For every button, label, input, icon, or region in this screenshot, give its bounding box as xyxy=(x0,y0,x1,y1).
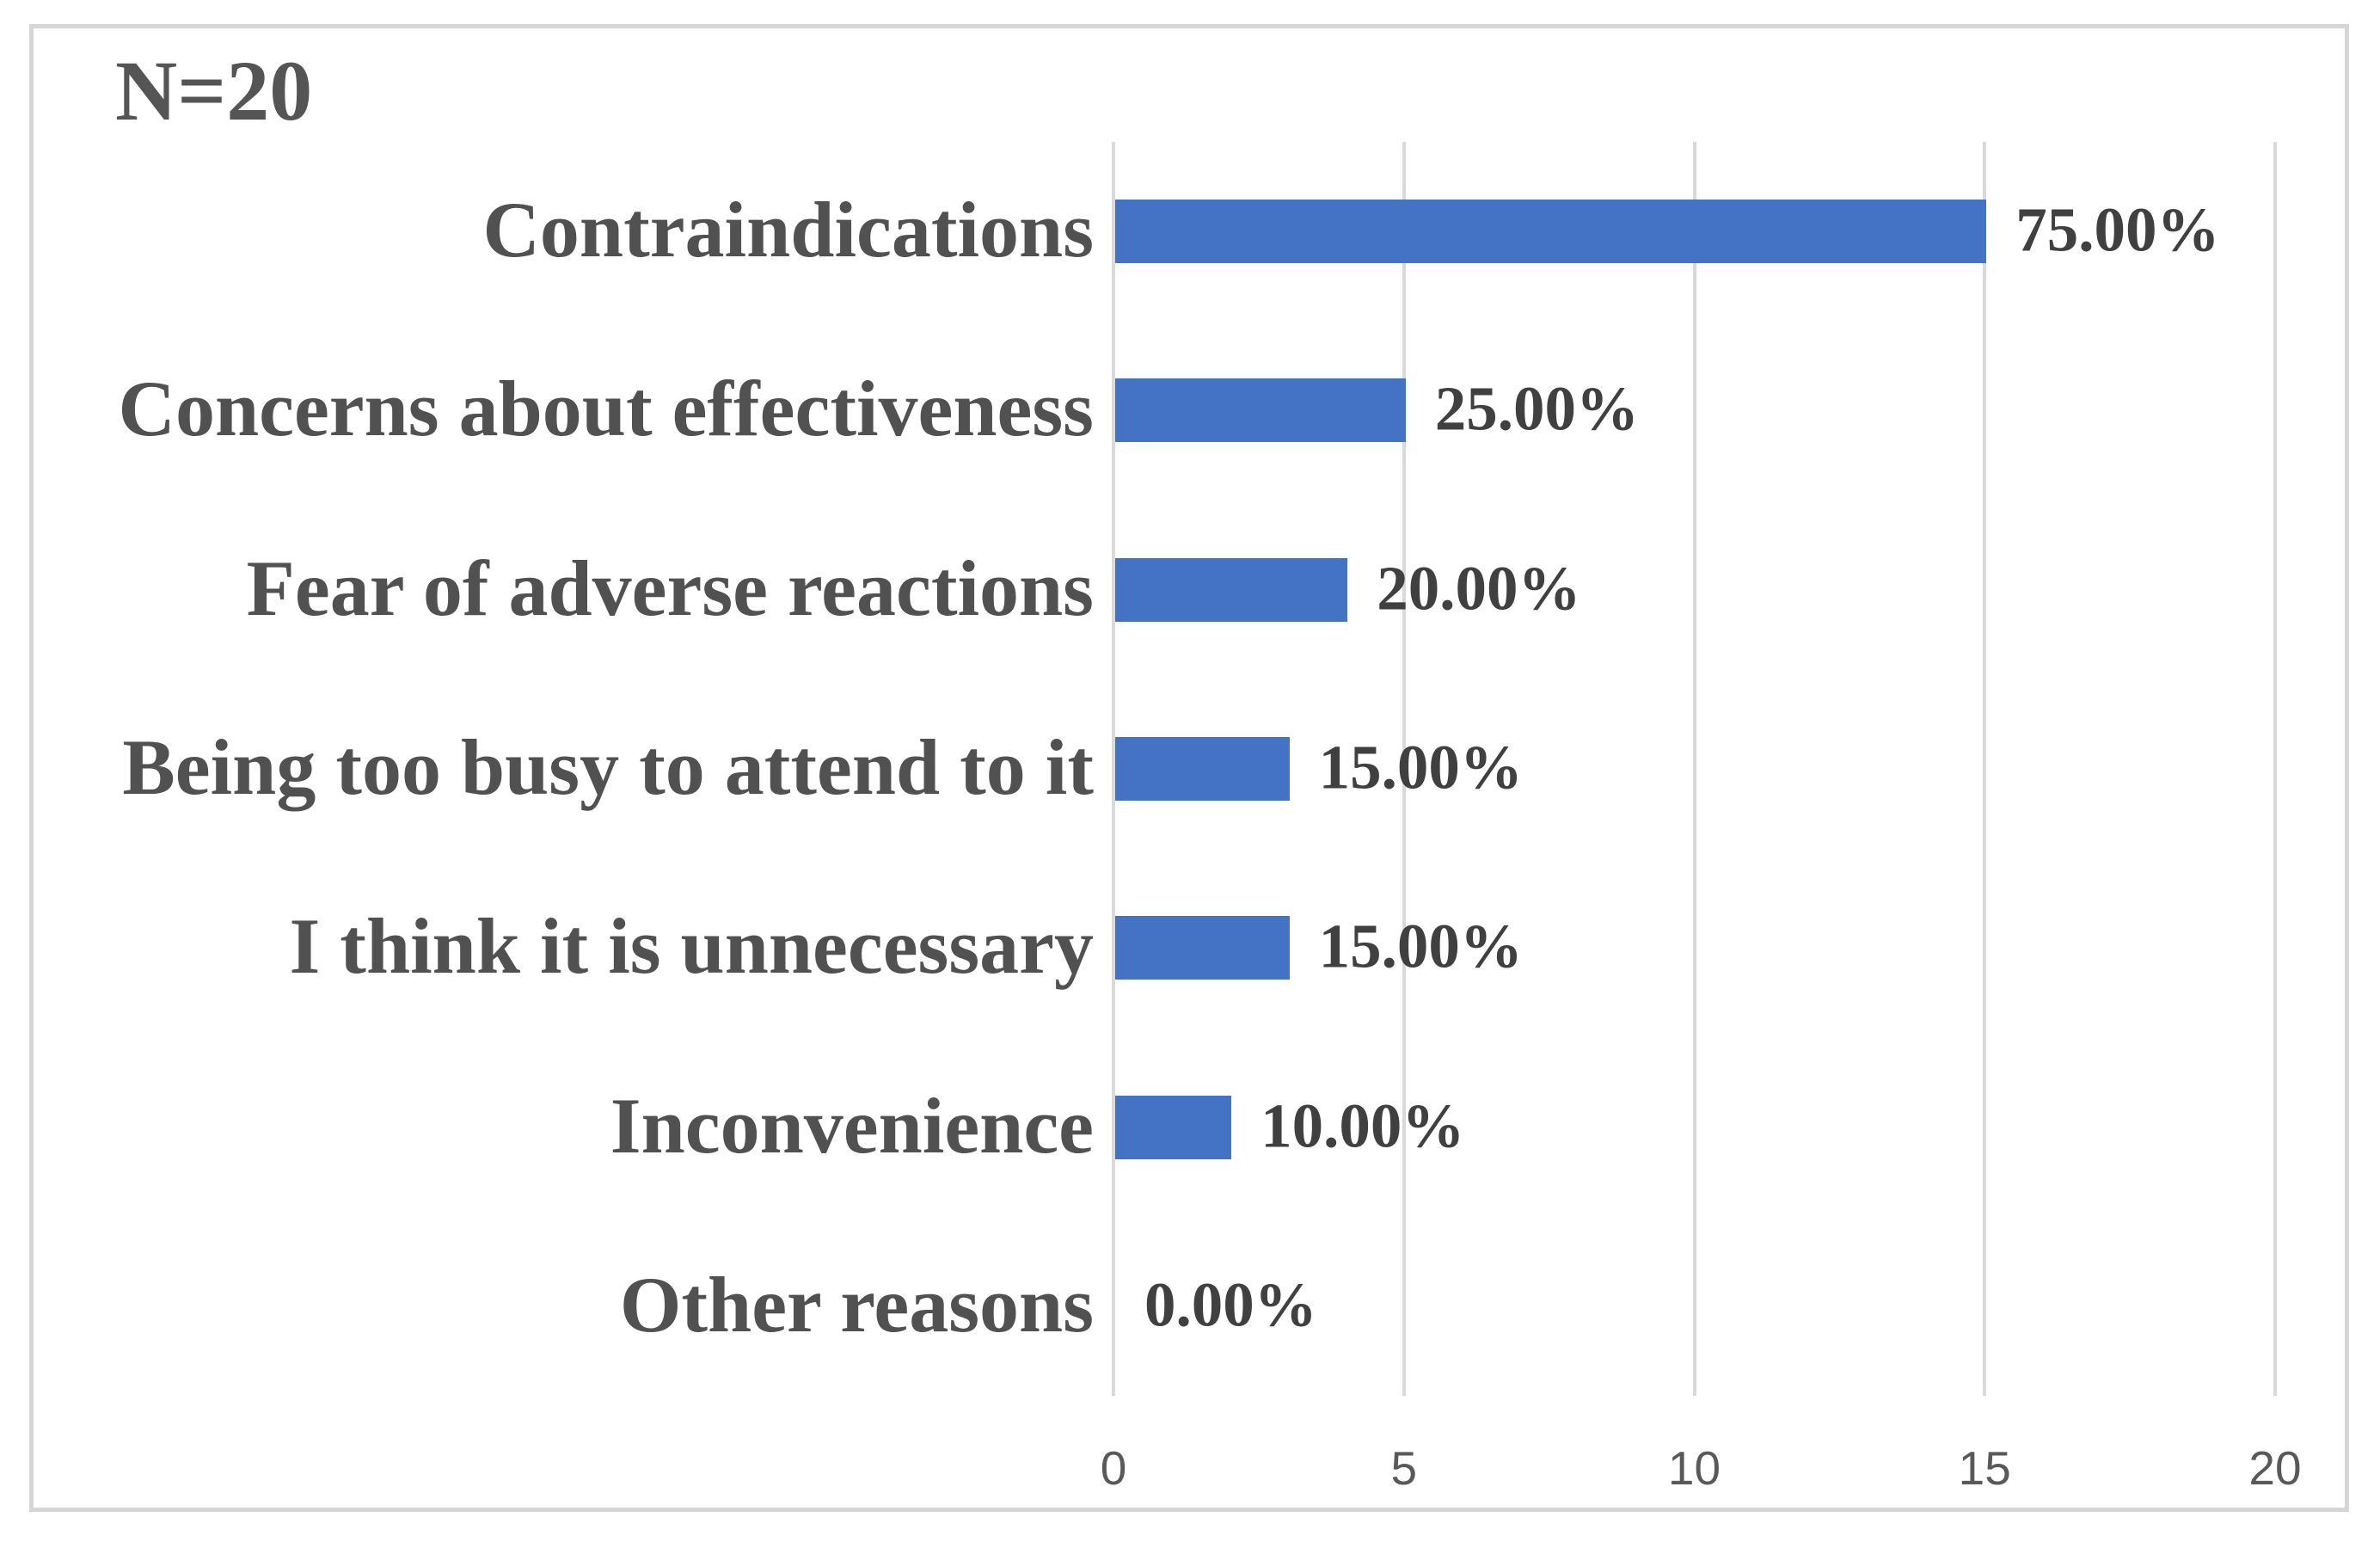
plot-gridline xyxy=(1402,142,1406,1396)
plot-gridline xyxy=(1692,142,1696,1396)
category-label: Fear of adverse reactions xyxy=(246,544,1094,632)
bar xyxy=(1115,916,1290,980)
data-label: 75.00% xyxy=(2015,194,2220,265)
x-axis-tick-label: 20 xyxy=(2248,1441,2302,1495)
data-label: 10.00% xyxy=(1261,1090,1465,1160)
x-axis-tick-label: 10 xyxy=(1667,1441,1721,1495)
category-label: Being too busy to attend to it xyxy=(122,722,1094,811)
sample-size-label: N=20 xyxy=(115,43,313,138)
category-label: Other reasons xyxy=(619,1260,1094,1348)
category-label: Contraindications xyxy=(482,186,1094,274)
bar xyxy=(1115,1095,1232,1159)
category-label: I think it is unnecessary xyxy=(289,902,1095,991)
category-label: Inconvenience xyxy=(610,1081,1094,1170)
data-label: 20.00% xyxy=(1377,553,1581,624)
bar xyxy=(1115,557,1348,622)
bar xyxy=(1115,200,1987,264)
x-axis-tick-label: 0 xyxy=(1100,1441,1127,1495)
data-label: 15.00% xyxy=(1318,732,1523,802)
bar xyxy=(1115,378,1406,443)
data-label: 0.00% xyxy=(1144,1269,1317,1340)
category-label: Concerns about effectiveness xyxy=(118,365,1094,453)
plot-gridline xyxy=(2273,142,2277,1396)
x-axis-tick-label: 5 xyxy=(1390,1441,1418,1495)
x-axis-tick-label: 15 xyxy=(1958,1441,2011,1495)
plot-gridline xyxy=(1112,142,1115,1396)
data-label: 25.00% xyxy=(1434,373,1639,444)
data-label: 15.00% xyxy=(1318,911,1523,981)
plot-gridline xyxy=(1983,142,1987,1396)
bar xyxy=(1115,737,1290,801)
